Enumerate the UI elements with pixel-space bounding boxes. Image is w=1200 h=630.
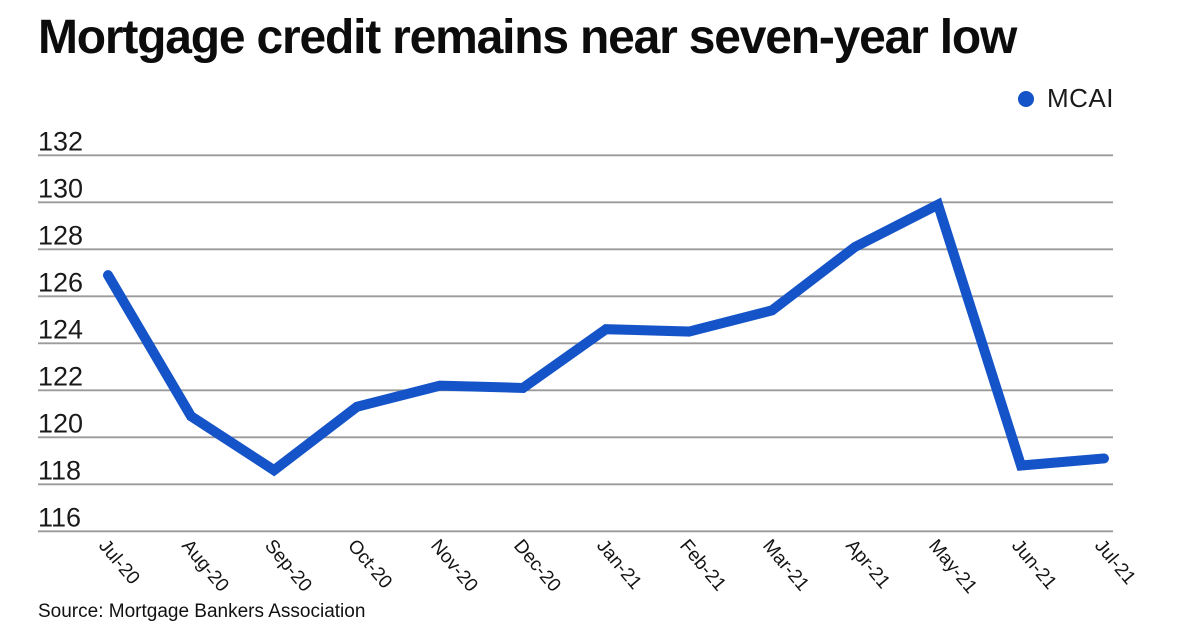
x-axis-tick-label: Oct-20 <box>343 536 396 593</box>
x-axis-tick-label: Jan-21 <box>592 536 645 594</box>
source-note: Source: Mortgage Bankers Association <box>38 601 366 622</box>
x-axis-tick-label: Feb-21 <box>675 536 730 596</box>
x-axis-tick-label: Nov-20 <box>426 536 481 596</box>
y-axis-tick-label: 118 <box>38 455 81 485</box>
legend: MCAI <box>1018 83 1114 114</box>
y-axis-tick-label: 122 <box>38 361 83 391</box>
legend-marker-icon <box>1018 90 1034 107</box>
x-axis-tick-label: Jun-21 <box>1007 536 1060 594</box>
y-axis-tick-label: 124 <box>38 314 83 344</box>
y-axis-tick-label: 126 <box>38 267 83 297</box>
legend-label: MCAI <box>1047 83 1114 113</box>
x-axis-tick-label: Sep-20 <box>260 536 315 596</box>
x-axis-tick-label: Dec-20 <box>509 536 564 596</box>
series-line-mcai <box>103 197 1109 477</box>
y-axis-tick-label: 132 <box>38 126 83 156</box>
x-axis-tick-label: Apr-21 <box>841 536 894 593</box>
y-axis-tick-label: 128 <box>38 220 83 250</box>
chart-title: Mortgage credit remains near seven-year … <box>38 11 1017 64</box>
x-axis-tick-label: Aug-20 <box>177 536 232 596</box>
x-axis-tick-label: May-21 <box>924 536 981 598</box>
y-axis-tick-label: 130 <box>38 173 83 203</box>
y-axis-tick-label: 120 <box>38 408 83 438</box>
x-axis-tick-label: Mar-21 <box>758 536 813 596</box>
y-axis-tick-label: 116 <box>38 502 81 532</box>
x-axis-tick-label: Jul-20 <box>94 536 143 589</box>
x-axis-tick-label: Jul-21 <box>1090 536 1139 589</box>
